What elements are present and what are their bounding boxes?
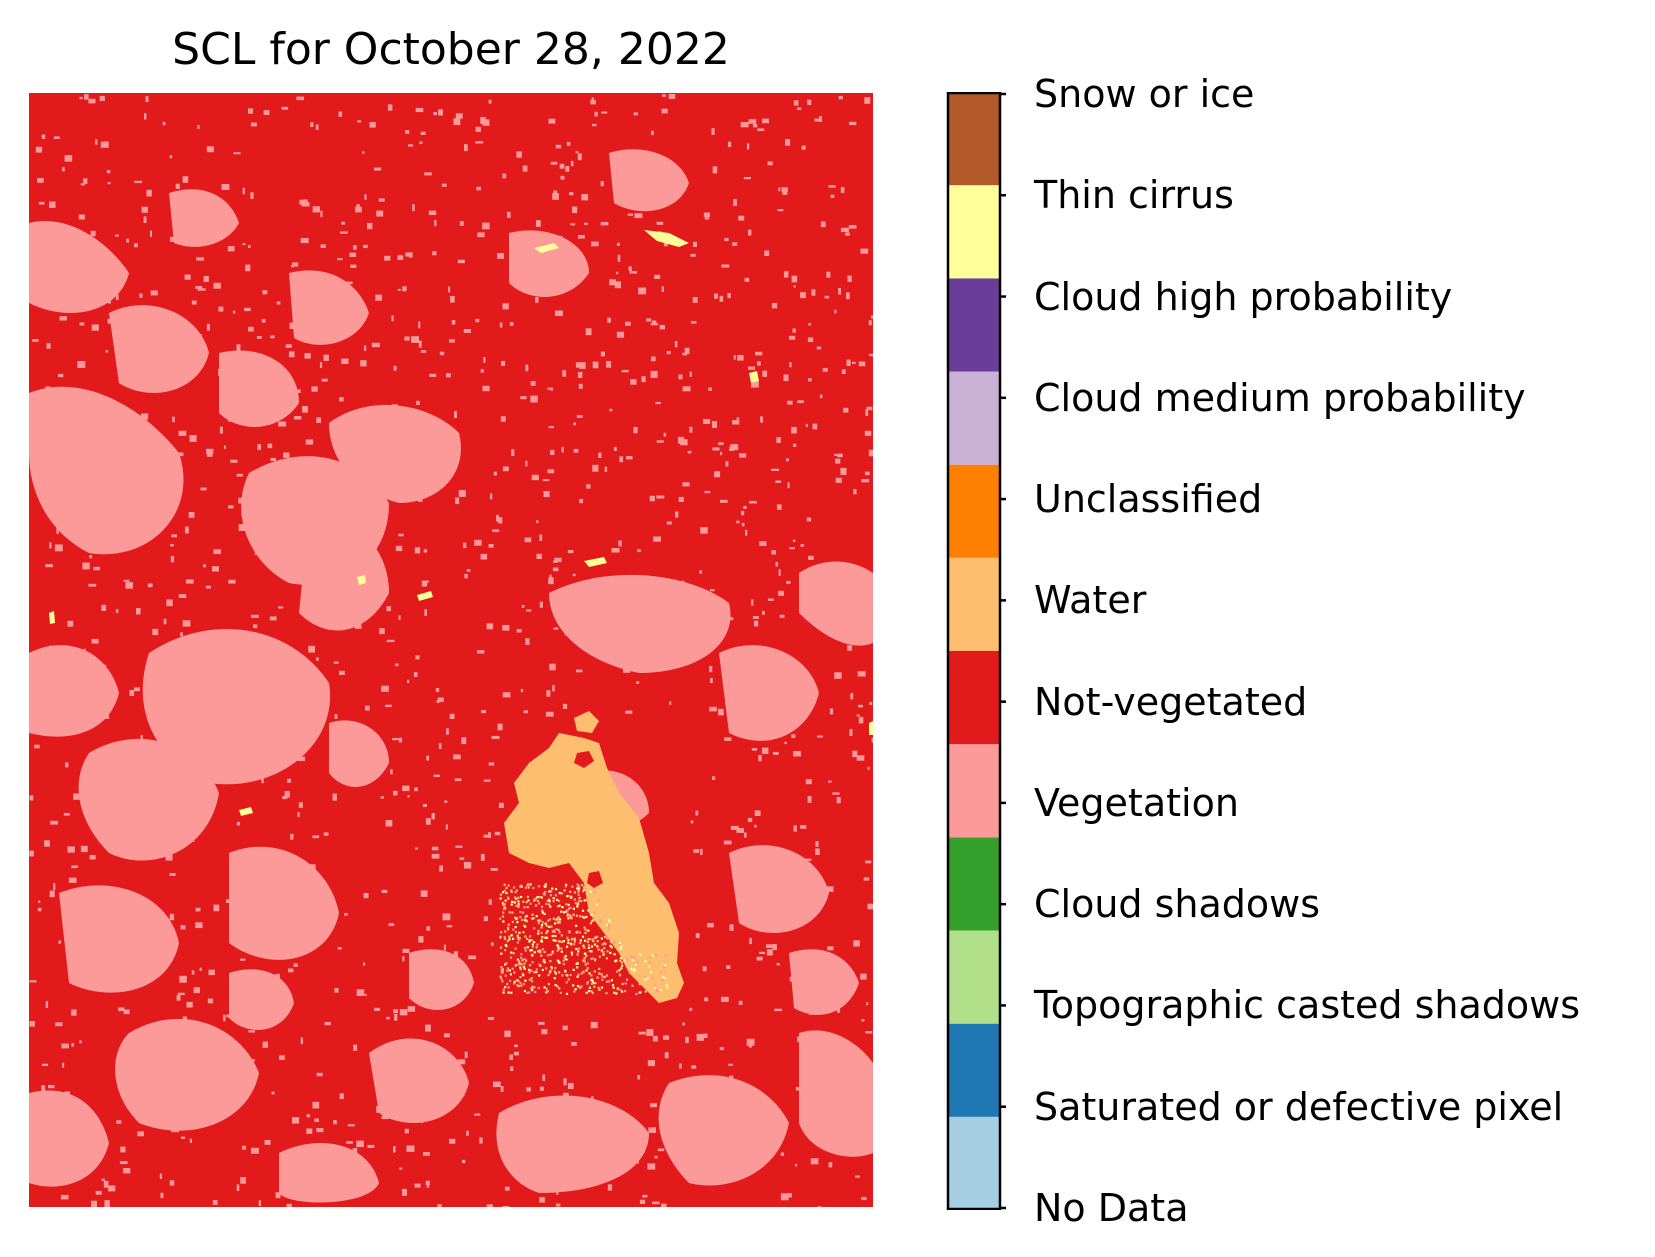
thin-cirrus-patches bbox=[49, 230, 873, 816]
water-body bbox=[504, 733, 684, 1003]
colorbar-segment-2 bbox=[948, 930, 1000, 1024]
colorbar-tick-label-5: Not-vegetated bbox=[1034, 679, 1308, 724]
colorbar-tick-label-3: Cloud shadows bbox=[1034, 882, 1321, 927]
vegetation-patches bbox=[29, 94, 873, 1207]
colorbar-border bbox=[946, 92, 1002, 1210]
colorbar-tick-label-10: Thin cirrus bbox=[1034, 173, 1234, 218]
colorbar bbox=[946, 92, 1006, 1210]
colorbar-tick-label-1: Saturated or defective pixel bbox=[1034, 1084, 1564, 1129]
colorbar-segment-4 bbox=[948, 744, 1000, 838]
speckled-area bbox=[499, 883, 670, 996]
colorbar-tick-label-2: Topographic casted shadows bbox=[1034, 983, 1581, 1028]
colorbar-segment-0 bbox=[948, 1116, 1000, 1210]
colorbar-segment-5 bbox=[948, 651, 1000, 745]
colorbar-tick-label-9: Cloud high probability bbox=[1034, 274, 1453, 319]
colorbar-segment-9 bbox=[948, 278, 1000, 372]
colorbar-segment-8 bbox=[948, 371, 1000, 465]
colorbar-tick-label-7: Unclassified bbox=[1034, 477, 1263, 522]
chart-title: SCL for October 28, 2022 bbox=[172, 24, 730, 75]
colorbar-segment-10 bbox=[948, 185, 1000, 279]
colorbar-tick-label-11: Snow or ice bbox=[1034, 72, 1255, 116]
colorbar-tick-label-6: Water bbox=[1034, 578, 1147, 623]
colorbar-tick-label-4: Vegetation bbox=[1034, 780, 1239, 825]
scl-map bbox=[29, 93, 873, 1207]
colorbar-segment-11 bbox=[948, 92, 1000, 186]
colorbar-segment-6 bbox=[948, 557, 1000, 651]
colorbar-segment-7 bbox=[948, 464, 1000, 558]
colorbar-segment-1 bbox=[948, 1023, 1000, 1117]
colorbar-tick-label-0: No Data bbox=[1034, 1186, 1189, 1230]
colorbar-segment-3 bbox=[948, 837, 1000, 931]
colorbar-tick-label-8: Cloud medium probability bbox=[1034, 375, 1526, 420]
